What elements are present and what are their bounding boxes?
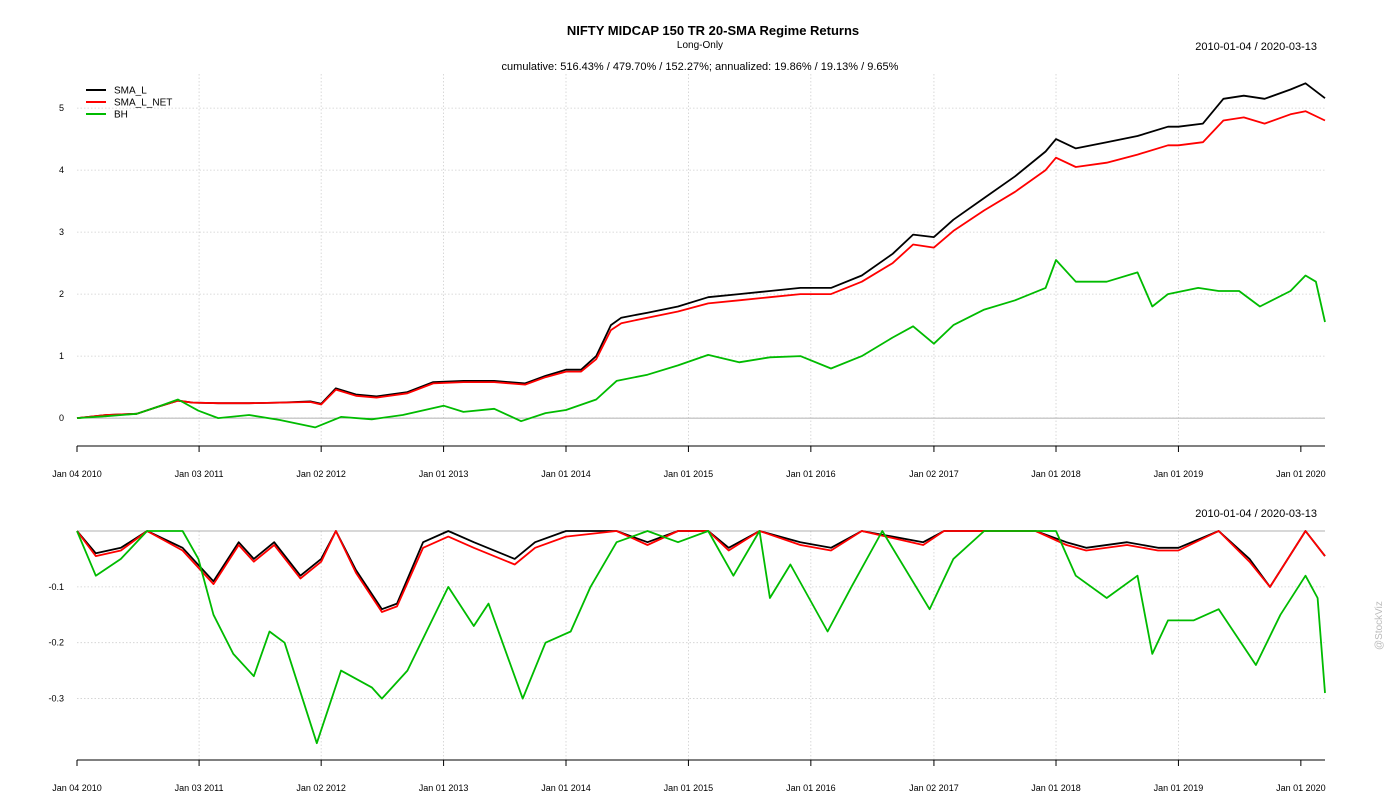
x-tick-label: Jan 04 2010: [52, 783, 102, 793]
legend-label-sma-l-net: SMA_L_NET: [114, 98, 172, 109]
x-tick-label: Jan 01 2016: [786, 783, 836, 793]
y-tick-label: -0.1: [48, 582, 64, 592]
y-tick-label: 0: [59, 413, 64, 423]
x-tick-label: Jan 03 2011: [175, 469, 224, 479]
series-line-sma-l-net: [76, 110, 1326, 419]
x-tick-label: Jan 01 2015: [664, 783, 714, 793]
y-tick-label: 5: [59, 103, 64, 113]
x-tick-label: Jan 02 2012: [296, 783, 346, 793]
y-tick-label: -0.2: [48, 638, 64, 648]
series-line-sma-l-net: [76, 530, 1326, 613]
y-tick-label: 4: [59, 165, 64, 175]
x-tick-label: Jan 02 2012: [296, 469, 346, 479]
series-line-sma-l: [76, 530, 1326, 611]
x-tick-label: Jan 01 2014: [541, 783, 591, 793]
x-tick-label: Jan 01 2019: [1154, 469, 1204, 479]
y-tick-label: -0.3: [48, 694, 64, 704]
chart-stats: cumulative: 516.43% / 479.70% / 152.27%;…: [502, 61, 899, 73]
x-tick-label: Jan 01 2018: [1031, 469, 1081, 479]
x-tick-label: Jan 02 2017: [909, 783, 959, 793]
x-tick-label: Jan 01 2020: [1276, 469, 1326, 479]
legend-label-sma-l: SMA_L: [114, 86, 147, 97]
y-tick-label: 3: [59, 227, 64, 237]
x-tick-label: Jan 02 2017: [909, 469, 959, 479]
x-tick-label: Jan 01 2015: [664, 469, 714, 479]
chart-subtitle: Long-Only: [677, 40, 723, 51]
x-tick-label: Jan 03 2011: [175, 783, 224, 793]
chart-title: NIFTY MIDCAP 150 TR 20-SMA Regime Return…: [567, 23, 859, 38]
top-date-range: 2010-01-04 / 2020-03-13: [1195, 41, 1317, 53]
x-tick-label: Jan 01 2018: [1031, 783, 1081, 793]
x-tick-label: Jan 01 2013: [419, 783, 469, 793]
x-tick-label: Jan 04 2010: [52, 469, 102, 479]
x-tick-label: Jan 01 2016: [786, 469, 836, 479]
x-tick-label: Jan 01 2013: [419, 469, 469, 479]
y-tick-label: 1: [59, 351, 64, 361]
x-tick-label: Jan 01 2020: [1276, 783, 1326, 793]
series-line-sma-l: [76, 82, 1326, 419]
x-tick-label: Jan 01 2019: [1154, 783, 1204, 793]
series-line-bh: [76, 259, 1326, 429]
legend-label-bh: BH: [114, 110, 128, 121]
bottom-date-range: 2010-01-04 / 2020-03-13: [1195, 508, 1317, 520]
watermark: @StockViz: [1374, 601, 1385, 650]
x-tick-label: Jan 01 2014: [541, 469, 591, 479]
y-tick-label: 2: [59, 289, 64, 299]
series-line-bh: [76, 530, 1326, 745]
